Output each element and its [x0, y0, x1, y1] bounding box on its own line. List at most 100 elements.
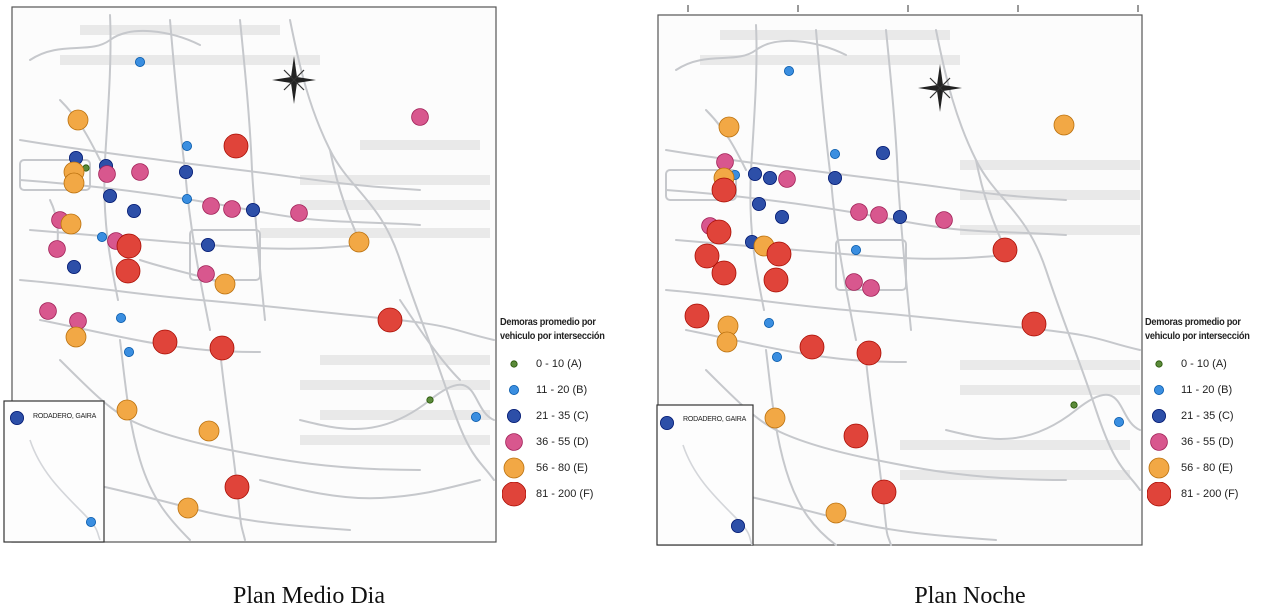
inset-label-medio-dia: RODADERO, GAIRA: [33, 413, 97, 420]
legend-item-c: 21 - 35 (C): [1145, 404, 1267, 430]
legend-label: 11 - 20 (B): [1181, 384, 1233, 396]
map-top-ticks: [687, 5, 1139, 12]
intersection-marker-e: [718, 116, 740, 138]
legend-item-f: 81 - 200 (F): [500, 482, 650, 508]
intersection-marker-c: [200, 237, 215, 252]
intersection-marker-c: [660, 415, 675, 430]
intersection-marker-d: [290, 204, 308, 222]
legend-item-d: 36 - 55 (D): [500, 430, 650, 456]
intersection-marker-e: [764, 407, 786, 429]
intersection-marker-f: [763, 267, 789, 293]
intersection-marker-c: [748, 166, 763, 181]
legend-item-a: 0 - 10 (A): [1145, 352, 1267, 378]
intersection-marker-e: [177, 497, 199, 519]
legend-symbol-e: [1148, 457, 1170, 479]
intersection-marker-f: [694, 243, 720, 269]
intersection-marker-e: [716, 331, 738, 353]
intersection-marker-d: [39, 302, 57, 320]
intersection-marker-c: [245, 202, 260, 217]
intersection-marker-d: [850, 203, 868, 221]
legend-symbol-e: [503, 457, 525, 479]
intersection-marker-e: [825, 502, 847, 524]
intersection-marker-f: [992, 237, 1018, 263]
intersection-marker-a: [426, 396, 434, 404]
intersection-marker-b: [97, 231, 108, 242]
intersection-marker-f: [856, 340, 882, 366]
legend-symbol-b: [1154, 385, 1164, 395]
legend-symbol-c: [1152, 409, 1166, 423]
intersection-marker-b: [134, 57, 145, 68]
legend-label: 56 - 80 (E): [1181, 462, 1233, 474]
intersection-marker-f: [684, 303, 710, 329]
legend-symbol-f: [502, 482, 526, 507]
intersection-marker-d: [197, 265, 215, 283]
intersection-marker-b: [86, 517, 97, 528]
intersection-marker-f: [115, 258, 141, 284]
intersection-marker-e: [214, 273, 236, 295]
legend-symbol-c: [507, 409, 521, 423]
caption-noche: Plan Noche: [914, 583, 1026, 609]
intersection-marker-d: [202, 197, 220, 215]
intersection-marker-e: [67, 109, 89, 131]
legend-label: 36 - 55 (D): [536, 436, 589, 448]
legend-label: 56 - 80 (E): [536, 462, 588, 474]
intersection-marker-d: [862, 279, 880, 297]
intersection-marker-e: [63, 172, 85, 194]
intersection-marker-c: [9, 410, 24, 425]
legend-label: 21 - 35 (C): [1181, 410, 1234, 422]
intersection-marker-f: [871, 479, 897, 505]
intersection-marker-c: [876, 145, 891, 160]
intersection-marker-d: [845, 273, 863, 291]
legend-item-c: 21 - 35 (C): [500, 404, 650, 430]
legend-item-b: 11 - 20 (B): [500, 378, 650, 404]
intersection-marker-f: [209, 335, 235, 361]
caption-medio-dia: Plan Medio Dia: [233, 583, 385, 609]
legend-item-a: 0 - 10 (A): [500, 352, 650, 378]
legend-symbol-a: [510, 360, 518, 368]
intersection-marker-c: [67, 259, 82, 274]
intersection-marker-f: [843, 423, 869, 449]
legend-item-e: 56 - 80 (E): [1145, 456, 1267, 482]
intersection-marker-b: [851, 244, 862, 255]
intersection-marker-c: [731, 519, 746, 534]
intersection-marker-a: [1070, 401, 1078, 409]
intersection-marker-f: [711, 260, 737, 286]
legend-label: 11 - 20 (B): [536, 384, 588, 396]
intersection-marker-e: [198, 420, 220, 442]
legend-item-d: 36 - 55 (D): [1145, 430, 1267, 456]
background-bleed: [60, 25, 490, 445]
intersection-marker-d: [223, 200, 241, 218]
intersection-marker-d: [935, 211, 953, 229]
intersection-marker-c: [828, 170, 843, 185]
intersection-marker-d: [98, 165, 116, 183]
intersection-marker-e: [116, 399, 138, 421]
intersection-marker-f: [706, 219, 732, 245]
legend-symbol-b: [509, 385, 519, 395]
intersection-marker-f: [711, 177, 737, 203]
legend-noche: Demoras promedio por vehiculo por inters…: [1145, 316, 1267, 508]
intersection-marker-f: [152, 329, 178, 355]
intersection-points-medio-dia: [9, 57, 481, 528]
intersection-marker-f: [377, 307, 403, 333]
legend-label: 0 - 10 (A): [1181, 358, 1227, 370]
intersection-marker-d: [48, 240, 66, 258]
legend-symbol-f: [1147, 482, 1171, 507]
legend-item-f: 81 - 200 (F): [1145, 482, 1267, 508]
intersection-marker-f: [766, 241, 792, 267]
legend-symbol-a: [1155, 360, 1163, 368]
intersection-marker-d: [411, 108, 429, 126]
compass-rose-icon: [272, 56, 316, 104]
intersection-marker-e: [65, 326, 87, 348]
intersection-marker-f: [116, 233, 142, 259]
legend-label: 0 - 10 (A): [536, 358, 582, 370]
intersection-marker-c: [775, 209, 790, 224]
intersection-marker-b: [124, 346, 135, 357]
intersection-marker-b: [1114, 416, 1125, 427]
intersection-marker-e: [348, 231, 370, 253]
intersection-marker-c: [893, 209, 908, 224]
compass-rose-icon-noche: [918, 64, 962, 112]
intersection-marker-d: [870, 206, 888, 224]
